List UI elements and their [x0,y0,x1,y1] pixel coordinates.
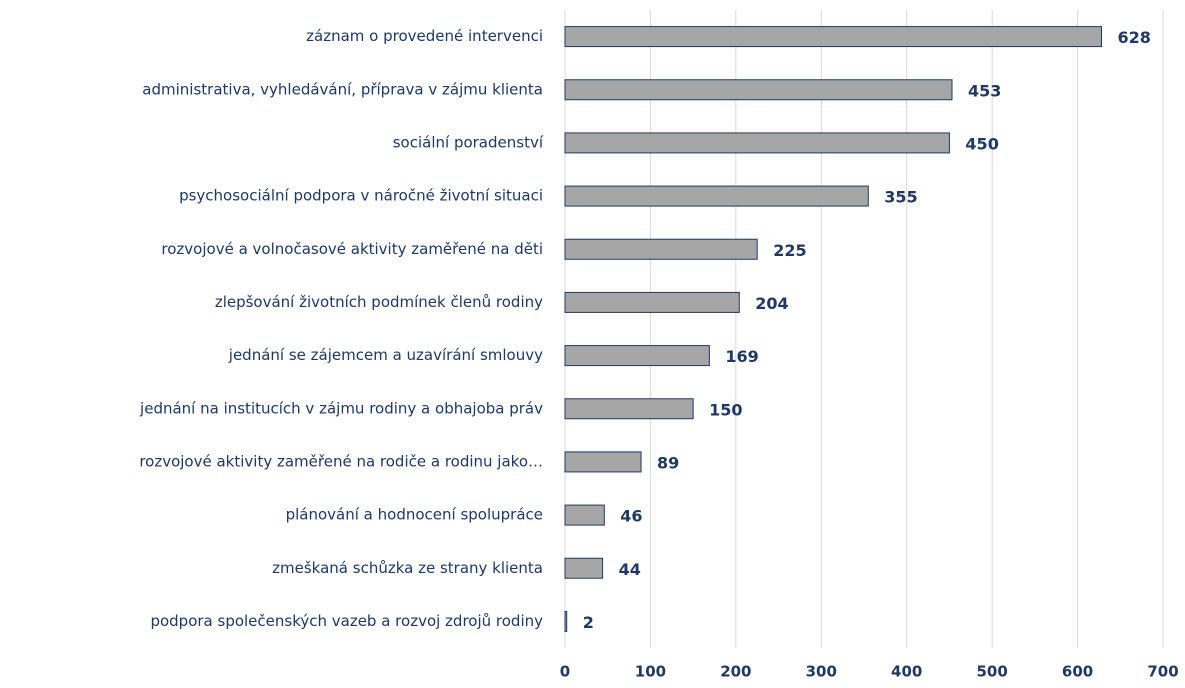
bar [564,26,1102,48]
bar [564,557,604,579]
y-tick-label: rozvojové a volnočasové aktivity zaměřen… [161,240,543,258]
y-tick-label: plánování a hodnocení spolupráce [286,506,543,524]
y-tick-label: psychosociální podpora v náročné životní… [179,187,543,205]
bar [564,291,740,313]
bar [564,398,694,420]
bar [564,504,605,526]
data-label: 44 [619,560,641,579]
y-tick-label: zlepšování životních podmínek členů rodi… [215,293,543,311]
x-tick-label: 200 [720,663,751,681]
x-tick-label: 500 [976,663,1007,681]
x-tick-label: 0 [560,663,570,681]
y-tick-label: podpora společenských vazeb a rozvoj zdr… [150,612,543,630]
data-label: 169 [725,347,758,366]
y-tick-label: jednání na institucích v zájmu rodiny a … [139,399,543,417]
x-tick-label: 400 [891,663,922,681]
data-label: 450 [965,134,998,153]
data-label: 628 [1117,28,1150,47]
x-tick-label: 700 [1147,663,1178,681]
y-tick-label: rozvojové aktivity zaměřené na rodiče a … [139,452,543,470]
data-label: 225 [773,241,806,260]
data-label: 2 [583,613,594,632]
y-tick-label: administrativa, vyhledávání, příprava v … [142,80,543,98]
bar [564,610,568,632]
x-tick-label: 300 [806,663,837,681]
bar [564,238,758,260]
data-label: 204 [755,294,788,313]
bar [564,451,642,473]
bar [564,345,710,367]
y-tick-label: jednání se zájemcem a uzavírání smlouvy [228,346,543,364]
data-label: 355 [884,188,917,207]
y-tick-label: sociální poradenství [393,133,544,151]
data-label: 453 [968,81,1001,100]
bar [564,132,950,154]
bar [564,185,869,207]
y-tick-label: záznam o provedené intervenci [306,27,543,45]
data-label: 89 [657,453,679,472]
bar [564,79,953,101]
data-label: 46 [620,507,642,526]
x-tick-label: 600 [1062,663,1093,681]
y-tick-label: zmeškaná schůzka ze strany klienta [272,559,543,577]
x-tick-label: 100 [635,663,666,681]
data-label: 150 [709,400,742,419]
